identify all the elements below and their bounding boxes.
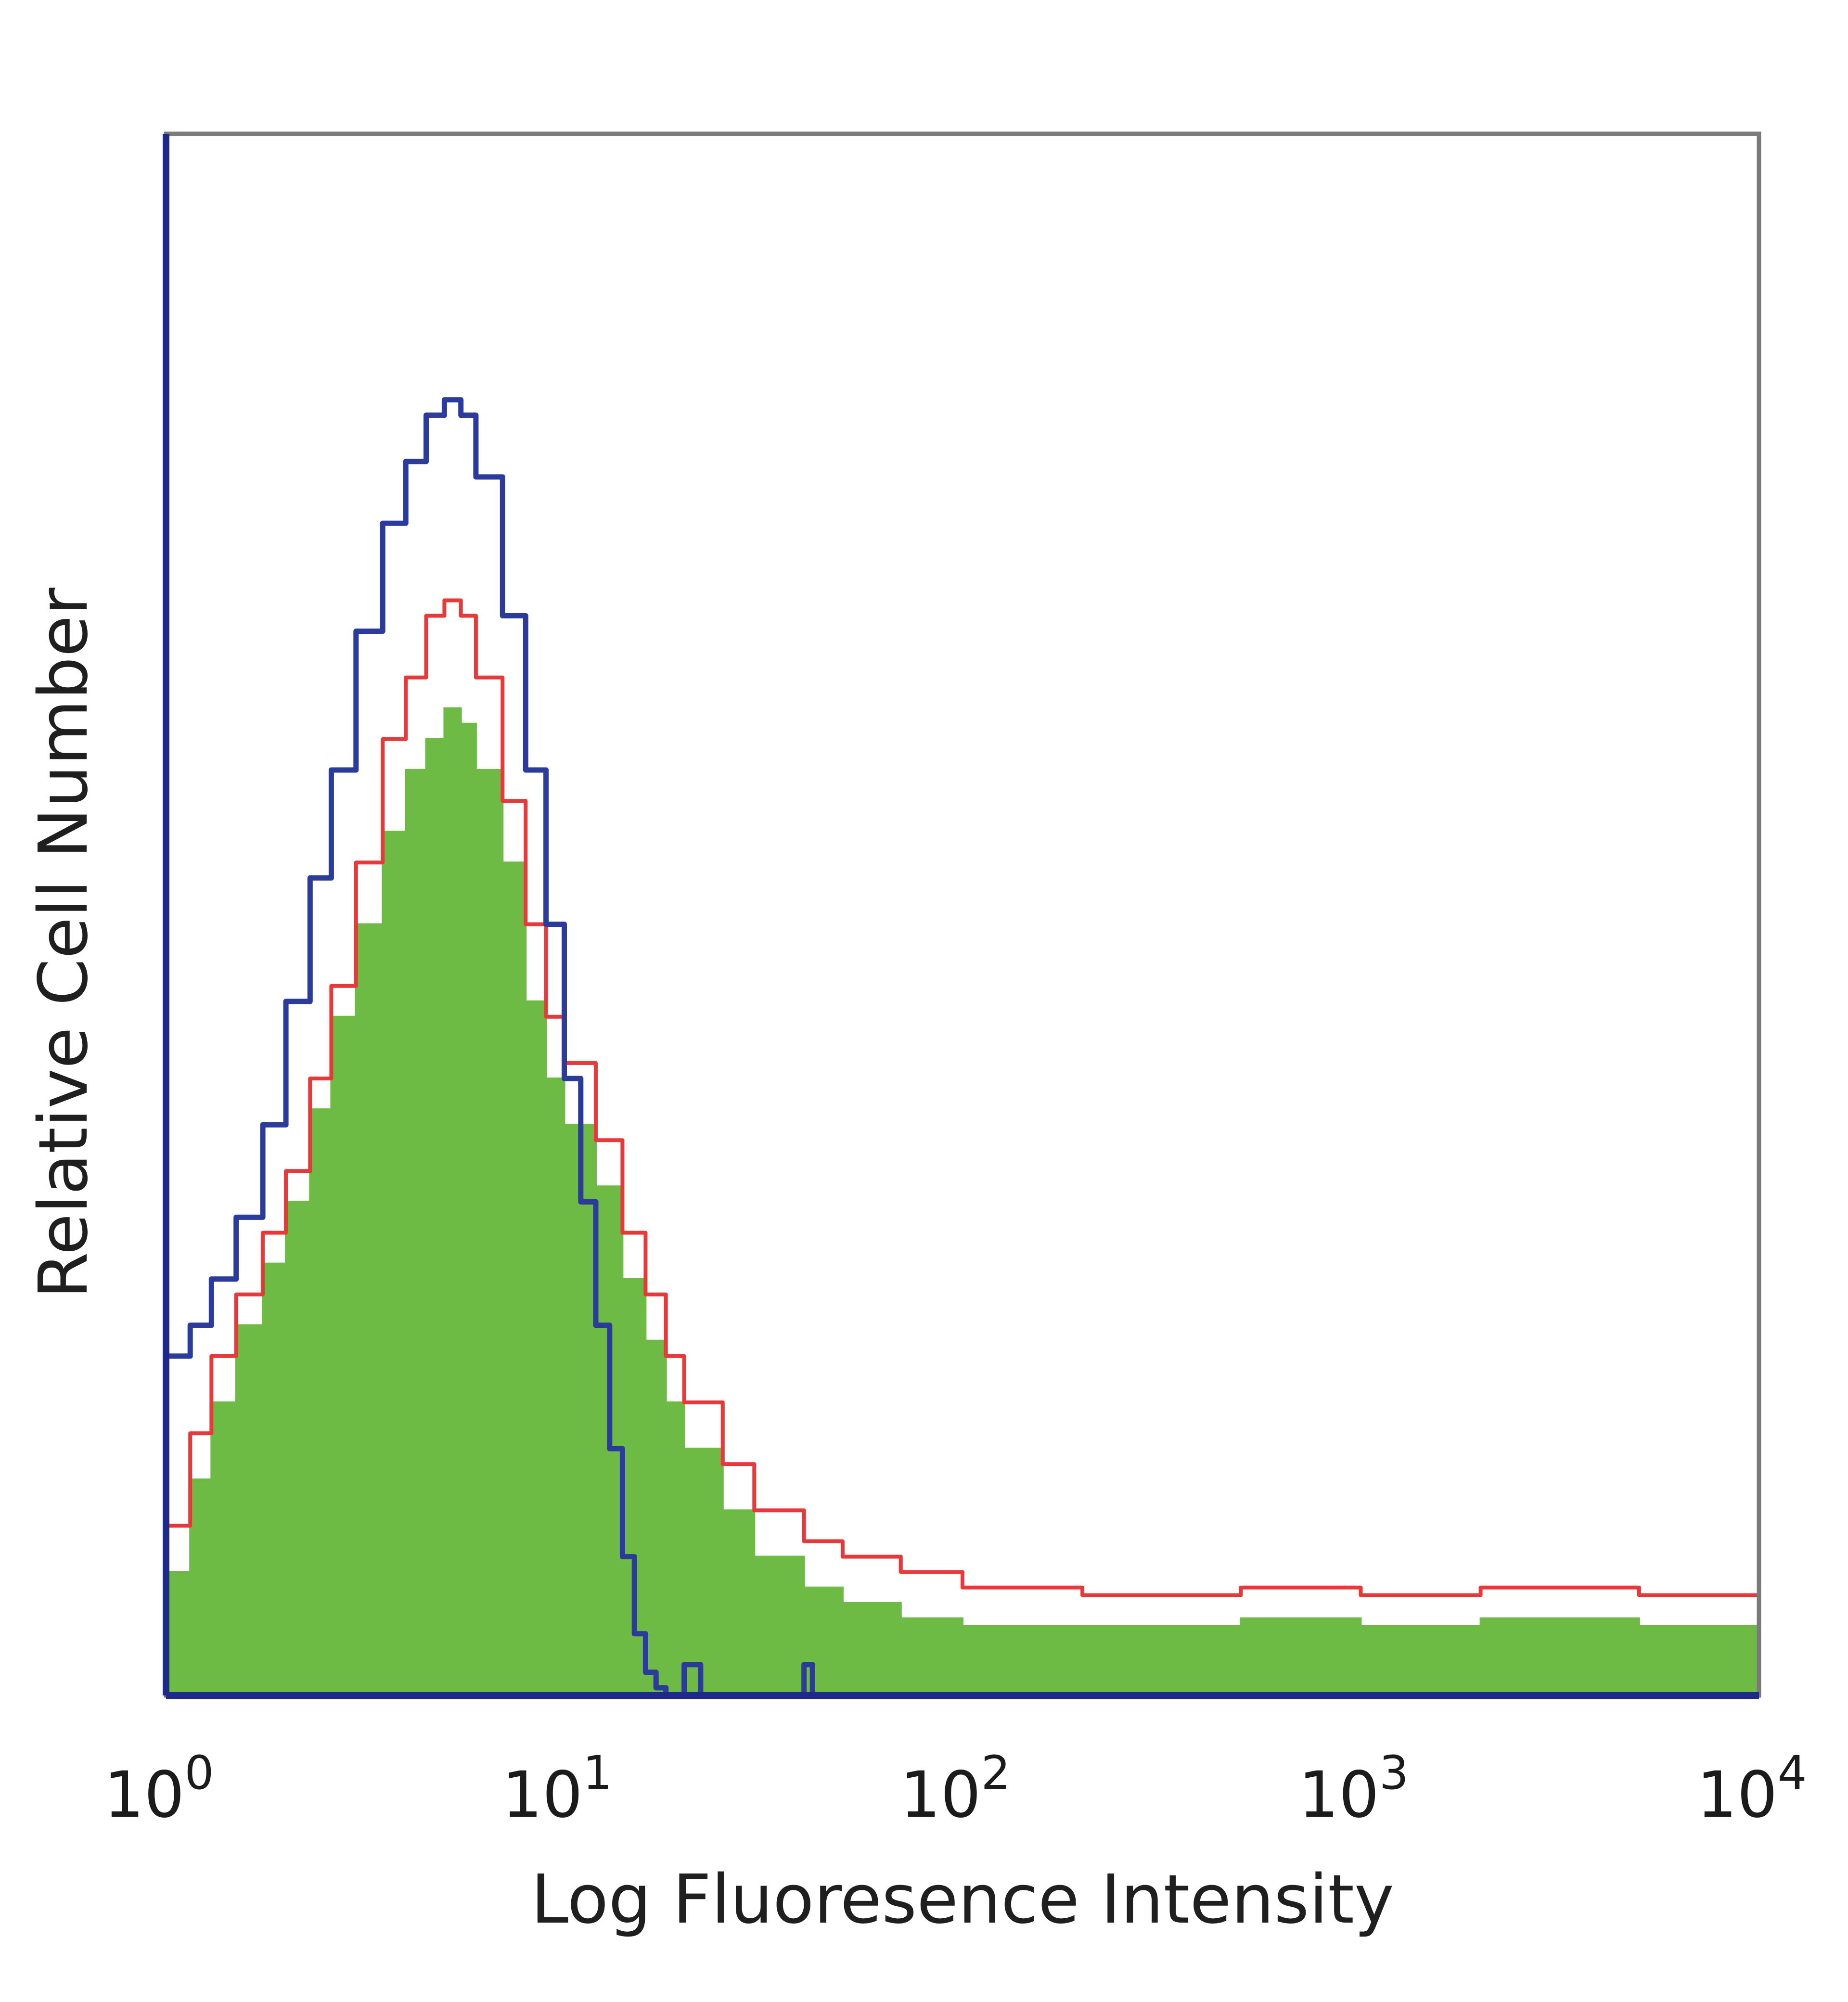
- x-tick-label-2: 102: [900, 1746, 1010, 1832]
- y-axis-label: Relative Cell Number: [25, 588, 103, 1299]
- x-tick-labels: 100 101 102 103 104: [103, 1746, 1807, 1832]
- x-axis-label: Log Fluoresence Intensity: [531, 1861, 1394, 1939]
- x-tick-label-0: 100: [103, 1746, 214, 1832]
- histogram-outline-1: [166, 598, 1759, 1597]
- x-tick-label-1: 101: [502, 1746, 612, 1832]
- x-tick-label-3: 103: [1298, 1746, 1409, 1832]
- histogram-filled-0: [165, 707, 1760, 1696]
- x-tick-label-4: 104: [1696, 1746, 1807, 1832]
